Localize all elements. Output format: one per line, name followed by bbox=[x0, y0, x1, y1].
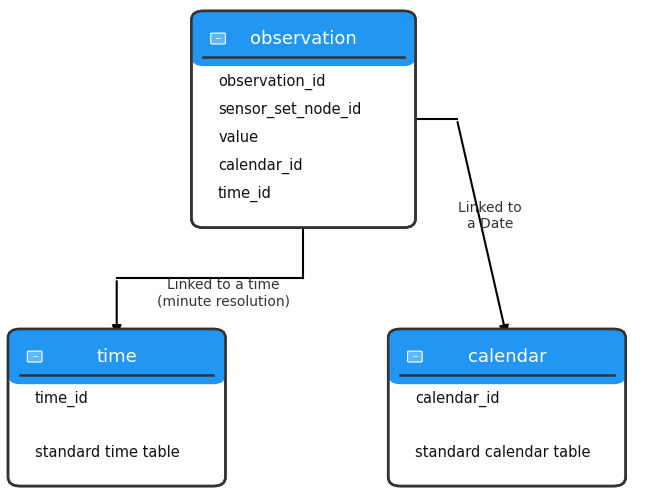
Text: time_id: time_id bbox=[218, 185, 272, 202]
FancyBboxPatch shape bbox=[388, 329, 626, 486]
Text: calendar: calendar bbox=[468, 347, 546, 366]
Text: calendar_id: calendar_id bbox=[415, 391, 500, 408]
FancyBboxPatch shape bbox=[8, 329, 225, 486]
FancyBboxPatch shape bbox=[388, 329, 626, 384]
Text: Linked to
a Date: Linked to a Date bbox=[458, 201, 522, 231]
Text: −: − bbox=[215, 34, 221, 43]
Bar bbox=[20, 357, 213, 375]
Text: calendar_id: calendar_id bbox=[218, 158, 303, 174]
FancyBboxPatch shape bbox=[8, 329, 225, 384]
Bar bbox=[400, 357, 614, 375]
Text: standard calendar table: standard calendar table bbox=[415, 445, 590, 461]
Text: time: time bbox=[96, 347, 137, 366]
FancyBboxPatch shape bbox=[211, 33, 225, 44]
FancyBboxPatch shape bbox=[408, 351, 422, 362]
Text: observation_id: observation_id bbox=[218, 74, 325, 90]
FancyBboxPatch shape bbox=[191, 11, 416, 66]
Text: −: − bbox=[412, 352, 418, 361]
Text: −: − bbox=[31, 352, 38, 361]
Text: time_id: time_id bbox=[35, 391, 89, 408]
Text: Linked to a time
(minute resolution): Linked to a time (minute resolution) bbox=[157, 278, 290, 308]
FancyBboxPatch shape bbox=[191, 11, 416, 228]
Text: sensor_set_node_id: sensor_set_node_id bbox=[218, 102, 362, 118]
Text: value: value bbox=[218, 130, 258, 146]
Text: standard time table: standard time table bbox=[35, 445, 179, 461]
FancyBboxPatch shape bbox=[27, 351, 42, 362]
Bar bbox=[203, 38, 404, 57]
Text: observation: observation bbox=[250, 29, 357, 48]
